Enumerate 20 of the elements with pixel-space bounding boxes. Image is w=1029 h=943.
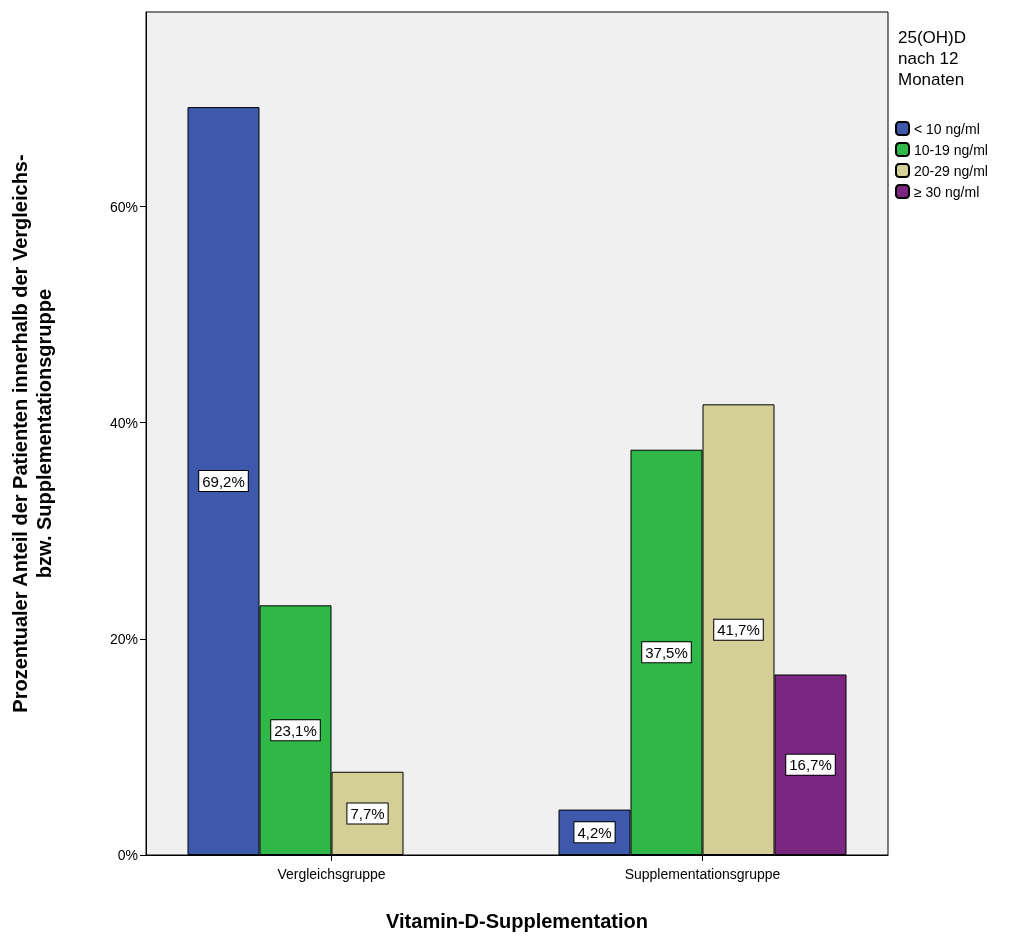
x-axis-title: Vitamin-D-Supplementation	[386, 910, 648, 932]
legend-label: 10-19 ng/ml	[914, 141, 988, 158]
y-tick-label: 0%	[117, 847, 138, 863]
data-label: 16,7%	[789, 756, 832, 774]
legend-label: < 10 ng/ml	[914, 120, 980, 137]
data-label: 7,7%	[350, 804, 385, 822]
y-axis-title: Prozentualer Anteil der Patienten innerhalb der Vergleichs- bzw. Supplementationsgruppe	[9, 154, 55, 713]
data-label: 23,1%	[274, 721, 317, 739]
x-tick-label: Vergleichsgruppe	[277, 866, 386, 882]
data-label: 37,5%	[645, 643, 688, 661]
legend-label: ≥ 30 ng/ml	[914, 183, 980, 200]
data-label: 4,2%	[577, 823, 612, 841]
data-label: 41,7%	[717, 621, 760, 639]
data-label: 69,2%	[202, 472, 245, 490]
y-tick-label: 60%	[109, 198, 138, 215]
y-tick-label: 20%	[109, 630, 138, 647]
legend-label: 20-29 ng/ml	[914, 162, 988, 179]
x-tick-label: Supplementationsgruppe	[624, 866, 781, 882]
y-tick-label: 40%	[109, 414, 138, 431]
legend-title: 25(OH)D nach 12 Monaten	[898, 28, 971, 89]
